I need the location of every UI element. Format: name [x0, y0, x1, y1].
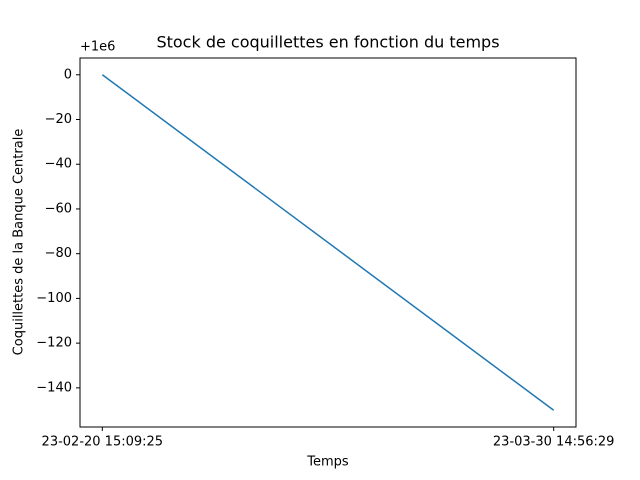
y-axis-label: Coquillettes de la Banque Centrale	[12, 129, 27, 356]
chart-title: Stock de coquillettes en fonction du tem…	[156, 33, 499, 52]
x-axis-label: Temps	[306, 455, 349, 470]
y-tick-label: −40	[45, 157, 72, 172]
y-tick-label: −100	[36, 291, 72, 306]
line	[101, 74, 555, 411]
y-tick-label: −80	[45, 246, 72, 261]
y-tick-label: −120	[36, 336, 72, 351]
y-tick-label: −140	[36, 380, 72, 395]
y-offset: +1e6	[80, 40, 115, 55]
y-tick-label: 0	[64, 67, 72, 82]
y-tick-label: −60	[45, 201, 72, 216]
x-tick-label: 23-03-30 14:56:29	[493, 435, 615, 450]
x-tick-label: 23-02-20 15:09:25	[42, 435, 164, 450]
plot-frame	[79, 57, 577, 428]
y-tick-label: −20	[45, 112, 72, 127]
